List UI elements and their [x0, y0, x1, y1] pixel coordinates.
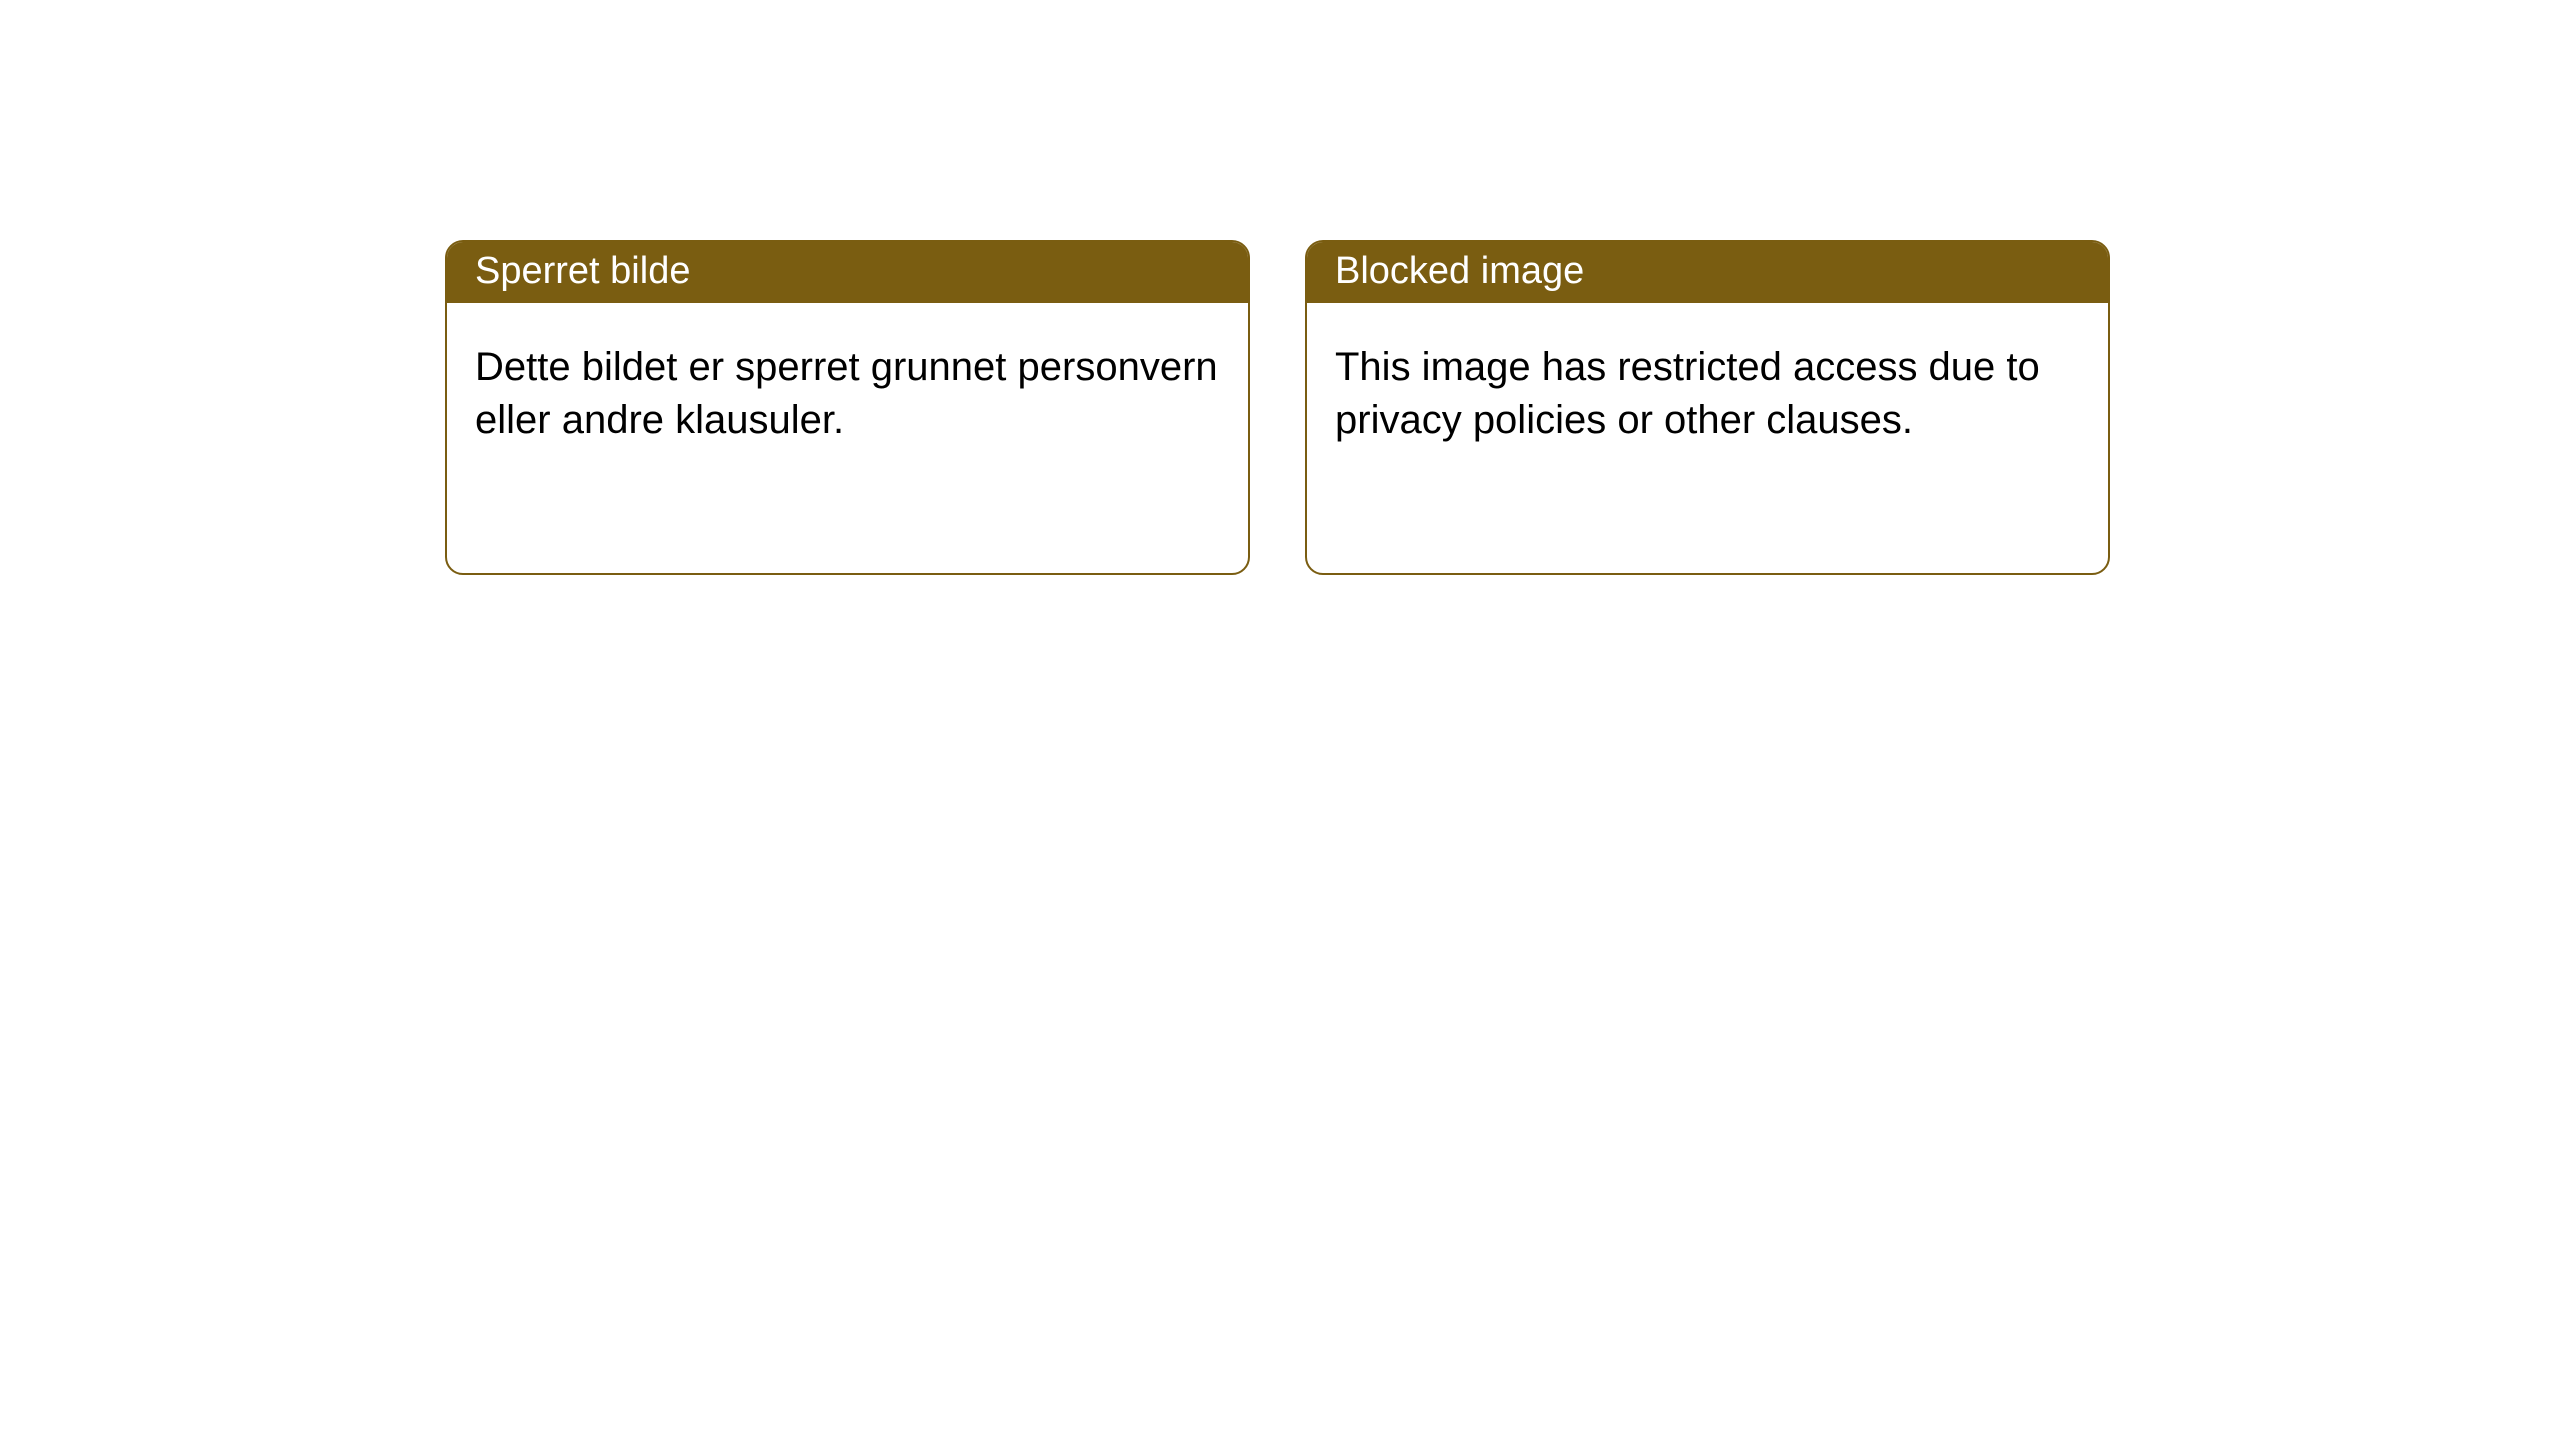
notice-body: This image has restricted access due to …: [1307, 303, 2108, 485]
notice-title: Blocked image: [1307, 242, 2108, 303]
notice-card-english: Blocked image This image has restricted …: [1305, 240, 2110, 575]
notice-title: Sperret bilde: [447, 242, 1248, 303]
notice-card-norwegian: Sperret bilde Dette bildet er sperret gr…: [445, 240, 1250, 575]
notice-body: Dette bildet er sperret grunnet personve…: [447, 303, 1248, 485]
notice-container: Sperret bilde Dette bildet er sperret gr…: [0, 0, 2560, 575]
